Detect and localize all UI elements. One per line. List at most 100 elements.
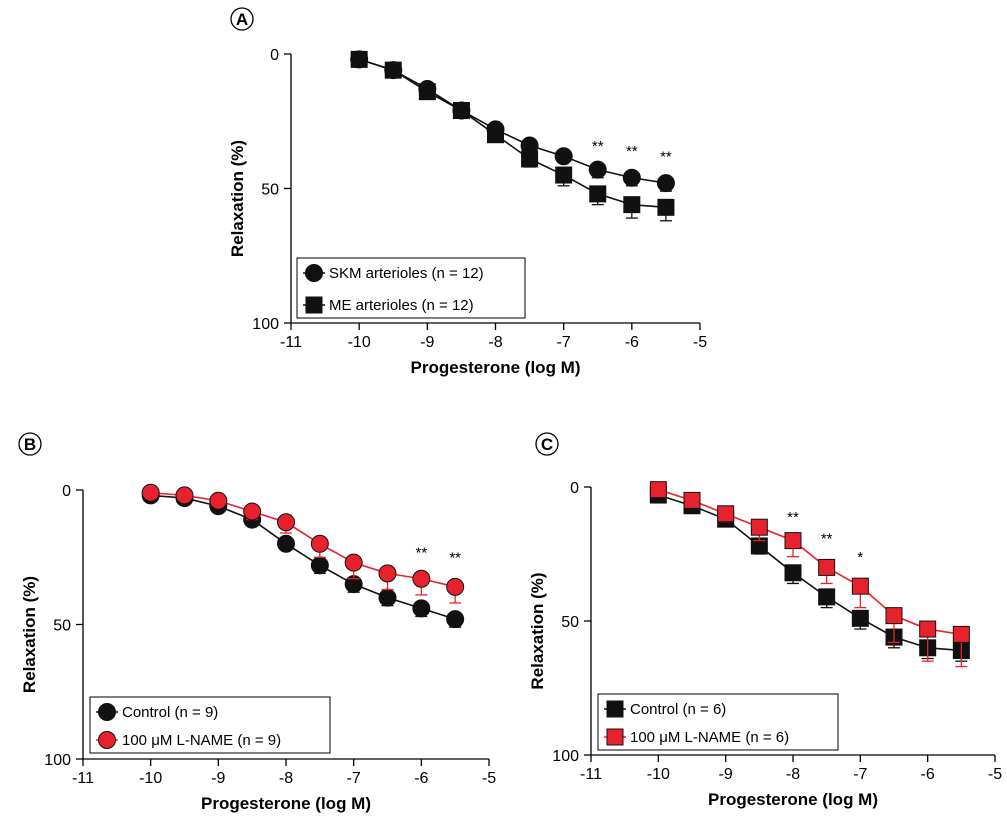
data-point xyxy=(521,150,539,168)
y-tick-label: 100 xyxy=(552,748,579,765)
legend-label: Control (n = 9) xyxy=(122,704,218,721)
data-point xyxy=(209,491,228,510)
data-point xyxy=(378,564,397,583)
series-line xyxy=(150,491,456,588)
series-line xyxy=(658,488,962,636)
data-point xyxy=(418,83,436,101)
legend-swatch-marker xyxy=(305,296,323,314)
legend-box xyxy=(296,257,526,319)
legend-box xyxy=(597,693,839,751)
panel-letter-badge xyxy=(230,7,254,31)
legend-label: 100 μM L-NAME (n = 6) xyxy=(630,729,789,746)
x-axis-title: Progesterone (log M) xyxy=(708,790,878,809)
y-tick-label: 0 xyxy=(570,480,579,497)
significance-marker: ** xyxy=(821,530,833,547)
significance-marker: ** xyxy=(626,143,638,160)
series-line xyxy=(150,494,456,620)
panel-letter: A xyxy=(236,10,248,29)
x-tick-label: -8 xyxy=(786,766,800,783)
data-point xyxy=(412,599,431,618)
data-point xyxy=(452,101,470,119)
legend: Control (n = 9) 100 μM L-NAME (n = 9) xyxy=(89,696,331,754)
data-point xyxy=(622,168,641,187)
series-line xyxy=(358,58,666,209)
data-point xyxy=(310,534,329,553)
data-point xyxy=(588,160,607,179)
data-point xyxy=(750,518,768,536)
x-tick-label: -9 xyxy=(211,770,225,787)
chart-panel-c: C 0 50 100-11 -10 -9 -8 -7 -6 -5 Progesterone (log… xyxy=(528,432,1002,809)
data-point xyxy=(310,556,329,575)
series-line xyxy=(658,494,962,652)
data-point xyxy=(446,610,465,629)
x-tick-label: -7 xyxy=(853,766,867,783)
y-axis-title: Relaxation (%) xyxy=(228,140,247,257)
legend-label: SKM arterioles (n = 12) xyxy=(329,265,484,282)
data-point xyxy=(784,564,802,582)
panel-letter: B xyxy=(24,435,36,454)
data-point xyxy=(851,609,869,627)
x-tick-label: -6 xyxy=(625,334,639,351)
data-point xyxy=(277,534,295,553)
significance-marker: ** xyxy=(660,149,672,166)
x-tick-label: -5 xyxy=(988,766,1002,783)
x-tick-label: -9 xyxy=(719,766,733,783)
panel-letter: C xyxy=(541,435,553,454)
data-point xyxy=(350,50,368,68)
series-line xyxy=(358,58,667,184)
data-point xyxy=(851,577,869,595)
panel-letter-badge xyxy=(18,432,42,456)
x-tick-label: -5 xyxy=(693,334,707,351)
data-point xyxy=(446,577,465,596)
legend-box xyxy=(89,696,331,754)
x-tick-label: -11 xyxy=(280,334,302,351)
x-tick-label: -9 xyxy=(420,334,434,351)
data-point xyxy=(784,532,802,550)
x-tick-label: -11 xyxy=(580,766,602,783)
series-2 xyxy=(649,481,970,668)
x-axis-title: Progesterone (log M) xyxy=(410,358,580,377)
legend: Control (n = 6) 100 μM L-NAME (n = 6) xyxy=(597,693,839,751)
data-point xyxy=(623,196,641,214)
x-tick-label: -7 xyxy=(347,770,361,787)
data-point xyxy=(487,126,504,144)
data-point xyxy=(952,625,970,643)
legend-label: 100 μM L-NAME (n = 9) xyxy=(122,732,281,749)
data-point xyxy=(656,174,675,193)
legend-swatch-marker xyxy=(606,700,624,718)
legend-swatch-marker xyxy=(606,728,624,746)
series-2 xyxy=(350,50,675,222)
data-point xyxy=(919,620,937,638)
legend-swatch-marker xyxy=(98,703,116,721)
data-point xyxy=(818,558,836,576)
data-point xyxy=(589,185,607,203)
data-point xyxy=(175,486,194,505)
data-point xyxy=(683,491,701,509)
legend-label: Control (n = 6) xyxy=(630,701,726,718)
x-tick-label: -7 xyxy=(557,334,571,351)
x-tick-label: -10 xyxy=(139,770,162,787)
data-point xyxy=(243,502,262,521)
legend-swatch-marker xyxy=(98,731,116,749)
y-tick-label: 0 xyxy=(62,483,71,500)
series-2 xyxy=(141,483,465,604)
x-axis-title: Progesterone (log M) xyxy=(201,794,371,813)
x-tick-label: -8 xyxy=(488,334,502,351)
x-tick-label: -5 xyxy=(482,770,496,787)
x-tick-label: -10 xyxy=(348,334,371,351)
data-point xyxy=(717,505,735,523)
data-point xyxy=(412,569,431,588)
data-point xyxy=(378,588,397,607)
data-point xyxy=(885,607,903,625)
y-tick-label: 50 xyxy=(261,182,279,199)
y-axis-title: Relaxation (%) xyxy=(20,576,39,693)
significance-marker: ** xyxy=(592,138,604,155)
chart-panel-b: B 0 50 100-11 -10 -9 -8 -7 -6 -5 Progesterone (log… xyxy=(18,432,496,813)
data-point xyxy=(657,198,675,216)
legend-label: ME arterioles (n = 12) xyxy=(329,297,474,314)
data-point xyxy=(141,483,160,502)
significance-marker: ** xyxy=(415,544,427,561)
data-point xyxy=(277,513,295,532)
data-point xyxy=(555,166,573,184)
significance-marker: * xyxy=(857,549,863,566)
